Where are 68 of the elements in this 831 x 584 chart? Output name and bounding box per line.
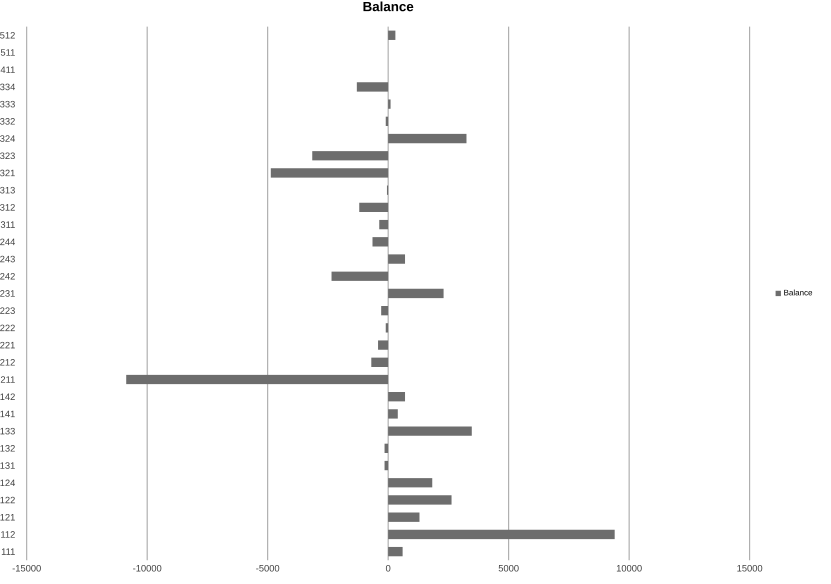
y-tick-label: 313	[0, 186, 15, 194]
y-tick-label: 124	[0, 479, 16, 486]
x-tick-label: 15000	[737, 564, 762, 572]
y-tick-label: 511	[0, 49, 15, 56]
x-tick-label: 0	[386, 564, 390, 572]
y-tick-label: 332	[0, 118, 15, 125]
y-tick-label: 133	[0, 428, 15, 434]
y-tick-label: 231	[0, 290, 15, 297]
y-tick-label: 111	[2, 548, 15, 555]
y-tick-label: 222	[0, 324, 15, 332]
x-tick-label: -15000	[12, 564, 41, 572]
y-tick-label: 212	[0, 358, 15, 366]
y-tick-label: 512	[0, 32, 15, 38]
y-tick-label: 333	[0, 100, 15, 108]
bar	[371, 358, 388, 367]
y-tick-label: 243	[0, 256, 15, 262]
bar	[388, 30, 396, 40]
x-tick-label: 10000	[616, 564, 642, 572]
bar	[332, 271, 388, 281]
y-tick-label: 121	[0, 514, 15, 520]
bar	[388, 254, 406, 264]
bar	[372, 237, 388, 246]
bar	[386, 323, 388, 332]
bar	[384, 444, 388, 453]
y-tick-label: 242	[0, 272, 15, 280]
bar	[388, 99, 391, 109]
bar	[359, 202, 388, 212]
bar	[388, 478, 432, 488]
bar	[388, 409, 398, 418]
y-tick-label: 312	[0, 204, 15, 211]
bar	[312, 150, 388, 160]
y-tick-label: 142	[0, 393, 15, 400]
x-tick-label: -5000	[256, 564, 280, 572]
bar	[388, 426, 472, 436]
bar	[384, 460, 388, 470]
y-tick-label: 321	[0, 170, 15, 176]
bar	[388, 512, 420, 522]
y-tick-label: 221	[0, 342, 15, 348]
bar	[388, 288, 444, 298]
bar	[388, 392, 406, 402]
y-tick-label: 244	[0, 238, 16, 245]
chart-title: Balance	[363, 1, 414, 12]
x-tick-label: -10000	[133, 564, 162, 572]
y-tick-label: 324	[0, 135, 16, 142]
y-tick-label: 132	[0, 444, 15, 452]
y-tick-label: 334	[0, 84, 16, 90]
bar	[126, 374, 388, 384]
bar	[388, 134, 466, 144]
y-tick-label: 323	[0, 152, 15, 159]
bar	[356, 82, 388, 92]
bar	[378, 340, 388, 350]
y-tick-label: 141	[0, 410, 15, 418]
bar	[388, 495, 452, 505]
y-tick-label: 211	[0, 376, 15, 383]
legend-label: Balance	[784, 289, 812, 296]
bar	[381, 306, 388, 316]
bar	[270, 168, 388, 178]
y-tick-label: 223	[0, 307, 15, 314]
y-tick-label: 112	[1, 531, 15, 538]
y-tick-label: 122	[0, 496, 15, 504]
bar	[388, 546, 403, 556]
y-tick-label: 131	[0, 462, 15, 469]
x-tick-label: 5000	[498, 564, 519, 572]
y-tick-label: 411	[0, 66, 15, 73]
bar	[386, 116, 388, 126]
bar	[379, 220, 388, 230]
bar	[388, 530, 615, 539]
y-tick-label: 311	[0, 221, 15, 228]
